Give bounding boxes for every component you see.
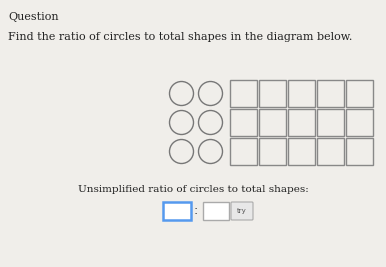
- FancyBboxPatch shape: [231, 202, 253, 220]
- Text: :: :: [194, 205, 198, 218]
- Text: Unsimplified ratio of circles to total shapes:: Unsimplified ratio of circles to total s…: [78, 185, 308, 194]
- Text: try: try: [237, 208, 247, 214]
- Text: Question: Question: [8, 12, 59, 22]
- Text: Find the ratio of circles to total shapes in the diagram below.: Find the ratio of circles to total shape…: [8, 32, 352, 42]
- FancyBboxPatch shape: [203, 202, 229, 220]
- FancyBboxPatch shape: [163, 202, 191, 220]
